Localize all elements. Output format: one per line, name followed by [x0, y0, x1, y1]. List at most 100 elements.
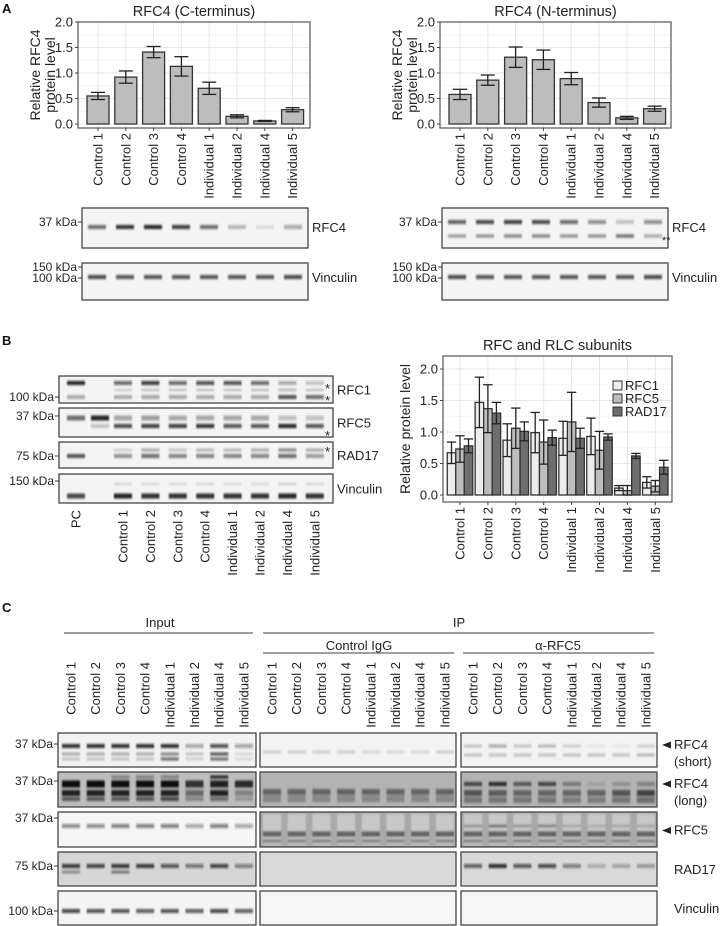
band [361, 831, 380, 837]
band [464, 839, 482, 843]
blot-background [58, 812, 256, 847]
x-tick-label: Individual 2 [592, 133, 607, 199]
band [464, 744, 482, 748]
error-bar [547, 429, 557, 446]
band [587, 790, 606, 796]
lane-label: Control 1 [466, 662, 481, 715]
band [136, 790, 155, 796]
band [185, 752, 204, 756]
band [587, 839, 606, 843]
error-bar [586, 417, 596, 456]
y-tick-label: 1.5 [55, 40, 73, 55]
blot-c-igg-row-0 [259, 732, 457, 768]
band [196, 415, 215, 421]
band [234, 744, 253, 748]
blot-frame [57, 771, 257, 808]
bar-chart-1: 0.0 0.5 1.0 1.5 2.0 Control 1 Control 2 Control… [389, 4, 672, 199]
band [636, 744, 655, 748]
band [588, 275, 606, 279]
band [435, 831, 454, 837]
band [234, 752, 253, 756]
error-bar [530, 411, 540, 454]
blot-frame [460, 771, 658, 808]
size-marker: 37 kDa [16, 409, 54, 423]
blot-c-igg-row-4 [259, 890, 457, 926]
bar [141, 51, 166, 125]
band [612, 797, 631, 803]
blot-c-input-row-4 [57, 890, 257, 926]
band [88, 225, 106, 229]
blot-background [82, 263, 308, 300]
y-tick-label: 0.5 [420, 456, 438, 471]
band [136, 909, 155, 913]
band [223, 415, 242, 421]
band [234, 864, 253, 868]
error-bar [592, 97, 606, 108]
error-bar [453, 88, 467, 101]
x-tick-label: Individual 4 [619, 133, 634, 199]
band [62, 790, 80, 796]
band [168, 395, 187, 399]
blot-frame [81, 207, 309, 249]
band [144, 275, 162, 279]
band [251, 415, 269, 421]
error-bar [463, 438, 474, 454]
band [435, 750, 454, 754]
blot-c-arfc5-row-0 [460, 732, 658, 768]
band [223, 389, 242, 391]
band [86, 864, 105, 868]
blot-a-right-rfc4 [441, 207, 669, 249]
control-igg-header: Control IgG [326, 638, 392, 653]
blot-c-input-row-0 [57, 732, 257, 768]
band [513, 753, 532, 757]
band [196, 454, 215, 458]
size-marker: 75 kDa [15, 859, 53, 873]
blot-label: RFC5 [674, 823, 708, 838]
band [361, 796, 380, 802]
y-tick-label: 0.0 [417, 117, 435, 132]
band [411, 750, 430, 754]
band [538, 782, 557, 786]
error-bar [285, 107, 300, 113]
band [67, 454, 85, 458]
band [185, 797, 204, 801]
x-tick-label: Control 4 [174, 133, 189, 186]
band [538, 831, 557, 837]
band [504, 234, 522, 238]
band [587, 864, 606, 868]
band [168, 381, 187, 385]
band [337, 789, 356, 795]
band [488, 797, 507, 803]
band [172, 225, 190, 229]
band [644, 220, 662, 224]
size-marker: 150 kDa [392, 260, 437, 274]
band [612, 790, 631, 796]
bars [86, 45, 305, 125]
band [116, 225, 134, 229]
band [562, 831, 581, 837]
band [305, 448, 324, 452]
y-axis-label: protein level [404, 37, 420, 113]
band [141, 389, 160, 391]
error-bar [539, 419, 549, 465]
band [141, 448, 160, 452]
band [114, 448, 132, 452]
error-bar [230, 114, 244, 119]
lane-label: Individual 1 [564, 662, 579, 728]
band [111, 780, 130, 788]
band [62, 797, 80, 801]
band [488, 824, 507, 828]
band [160, 757, 179, 761]
bars [446, 376, 669, 496]
size-marker: 100 kDa [32, 271, 77, 285]
band [114, 483, 132, 485]
blot-c-input-row-2 [57, 811, 257, 848]
y-tick-label: 0.5 [417, 91, 435, 106]
band [67, 381, 85, 385]
band [476, 275, 494, 279]
blot-background [58, 733, 256, 767]
band [111, 870, 130, 874]
blot-label: RFC1 [337, 383, 371, 398]
band [312, 789, 331, 795]
band [136, 775, 155, 779]
